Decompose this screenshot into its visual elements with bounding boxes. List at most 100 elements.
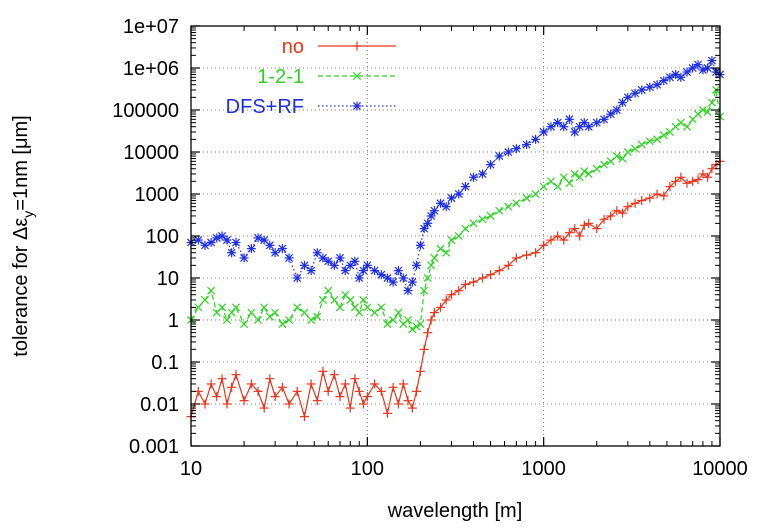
x-axis-label: wavelength [m] (387, 500, 523, 522)
data-point (403, 396, 413, 406)
data-point (403, 286, 413, 296)
data-point (495, 206, 504, 215)
data-point (600, 160, 609, 169)
data-point (313, 312, 322, 321)
data-point (350, 256, 360, 266)
data-point (442, 248, 451, 257)
data-point (468, 277, 478, 287)
data-point (637, 85, 647, 95)
data-point (618, 154, 627, 163)
data-point (412, 322, 421, 331)
data-point (564, 228, 574, 238)
data-point (671, 176, 681, 186)
data-point (671, 122, 680, 131)
data-point (460, 182, 470, 192)
data-point (407, 403, 417, 413)
data-point (659, 191, 669, 201)
data-point (312, 396, 322, 406)
data-point (318, 366, 328, 376)
data-point (623, 147, 632, 157)
y-tick-label: 1e+07 (123, 16, 179, 38)
data-point (584, 169, 593, 178)
data-point (688, 176, 698, 186)
data-point (253, 233, 263, 243)
data-point (227, 308, 236, 317)
data-point (259, 403, 269, 413)
data-point (382, 408, 392, 418)
data-point (212, 392, 222, 402)
data-point (270, 392, 280, 402)
series-no (186, 156, 725, 422)
data-point (606, 157, 615, 166)
data-point (265, 374, 275, 384)
data-point (253, 386, 263, 396)
data-point (546, 122, 556, 132)
data-point (318, 253, 328, 263)
data-point (707, 56, 717, 66)
data-point (653, 135, 662, 144)
data-point (511, 253, 521, 263)
data-point (370, 308, 379, 317)
data-point (393, 266, 403, 276)
legend-marker (352, 101, 362, 111)
ticks: 10 100 1000 10000 0.001 0.01 0.1 1 10 100 1000 1000… (112, 16, 748, 480)
data-point (682, 122, 692, 131)
data-point (239, 396, 249, 406)
data-point (645, 137, 654, 146)
data-point (240, 320, 249, 329)
data-point (345, 403, 355, 413)
data-point (335, 253, 345, 263)
data-point (388, 382, 398, 392)
data-point (200, 295, 209, 304)
data-point (358, 399, 368, 409)
data-point (612, 206, 622, 216)
data-point (707, 164, 717, 174)
data-point (659, 76, 669, 86)
data-point (503, 147, 513, 157)
data-point (559, 122, 569, 132)
data-point (247, 308, 256, 317)
data-point (579, 220, 589, 230)
data-point (612, 152, 621, 161)
data-point (553, 118, 563, 128)
data-point (531, 248, 541, 258)
data-point (512, 199, 521, 208)
data-point (423, 218, 433, 228)
data-point (565, 179, 574, 188)
data-point (370, 266, 380, 276)
y-axis-label-sub: y (20, 211, 36, 218)
data-point (570, 169, 579, 178)
data-point (478, 169, 488, 179)
data-point (553, 231, 563, 241)
series-layer (186, 56, 725, 422)
data-point (486, 211, 495, 220)
data-point (358, 266, 368, 276)
series-line (190, 89, 721, 331)
data-point (340, 266, 350, 276)
legend-label: 1-2-1 (257, 66, 304, 88)
data-point (222, 235, 232, 245)
y-tick-label: 1e+06 (123, 58, 179, 80)
data-point (423, 328, 433, 338)
data-point (403, 315, 412, 325)
x-tick-label: 10000 (692, 458, 748, 480)
y-tick-label: 0.001 (129, 436, 179, 458)
data-point (703, 107, 712, 116)
data-point (522, 250, 532, 260)
data-point (260, 303, 269, 312)
data-point (592, 118, 602, 128)
data-point (504, 202, 513, 211)
data-point (592, 164, 601, 173)
legend-label: DFS+RF (226, 96, 304, 118)
data-point (340, 379, 350, 389)
y-axis-label: tolerance for Δεy=1nm [μm] (10, 115, 36, 356)
data-point (350, 374, 360, 384)
legend: no 1-2-1 DFS+RF (226, 36, 396, 118)
data-point (703, 172, 713, 182)
data-point (239, 253, 249, 263)
y-tick-label: 0.01 (140, 394, 179, 416)
data-point (194, 303, 203, 312)
data-point (570, 224, 580, 234)
data-point (419, 344, 429, 354)
